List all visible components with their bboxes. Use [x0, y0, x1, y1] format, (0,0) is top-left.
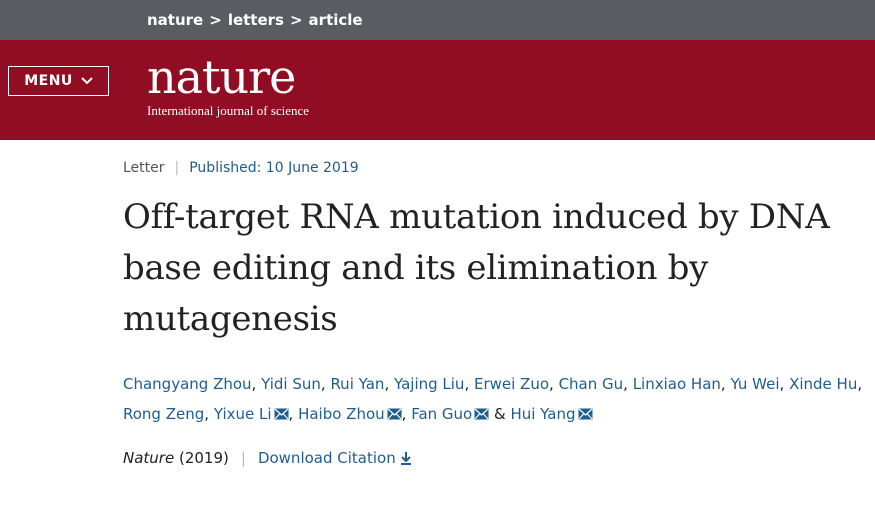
citation-row: Nature (2019) | Download Citation	[123, 449, 863, 467]
author-link[interactable]: Changyang Zhou	[123, 375, 252, 393]
breadcrumb: nature > letters > article	[0, 0, 875, 40]
author-link[interactable]: Yixue Li	[213, 405, 272, 423]
author-separator: ,	[779, 375, 790, 393]
author-separator: ,	[549, 375, 559, 393]
mail-icon[interactable]	[387, 408, 402, 420]
author-separator: ,	[720, 375, 731, 393]
author-link[interactable]: Rui Yan	[330, 375, 385, 393]
menu-label: MENU	[24, 73, 73, 89]
journal-name: Nature	[123, 449, 175, 467]
logo-wordmark: nature	[147, 50, 296, 104]
author-link[interactable]: Yajing Liu	[393, 375, 465, 393]
author-link[interactable]: Rong Zeng	[123, 405, 205, 423]
author-link[interactable]: Yidi Sun	[261, 375, 321, 393]
author-separator: ,	[464, 375, 474, 393]
author-separator: ,	[857, 375, 863, 393]
author-link[interactable]: Erwei Zuo	[473, 375, 550, 393]
journal-year: (2019)	[178, 449, 229, 467]
chevron-down-icon	[81, 77, 93, 85]
breadcrumb-letters[interactable]: letters	[227, 11, 284, 29]
author-link[interactable]: Hui Yang	[510, 405, 576, 423]
author-separator: ,	[288, 405, 299, 423]
author-separator: ,	[401, 405, 412, 423]
author-list: Changyang Zhou, Yidi Sun, Rui Yan, Yajin…	[123, 369, 863, 429]
author-link[interactable]: Linxiao Han	[632, 375, 721, 393]
breadcrumb-article: article	[308, 11, 363, 29]
author-separator: ,	[251, 375, 262, 393]
masthead: MENU nature International journal of sci…	[0, 40, 875, 140]
author-separator: ,	[320, 375, 331, 393]
article-header: Letter | Published: 10 June 2019 Off-tar…	[123, 160, 863, 467]
download-citation-label: Download Citation	[257, 449, 396, 467]
article-type: Letter	[123, 160, 165, 176]
nature-logo[interactable]: nature International journal of science	[147, 52, 309, 119]
author-separator: &	[489, 405, 511, 423]
mail-icon[interactable]	[274, 408, 289, 420]
download-citation-link[interactable]: Download Citation	[258, 449, 412, 467]
download-icon	[400, 452, 411, 465]
author-link[interactable]: Chan Gu	[558, 375, 624, 393]
mail-icon[interactable]	[578, 408, 593, 420]
citation-divider: |	[240, 449, 246, 467]
author-separator: ,	[204, 405, 214, 423]
breadcrumb-nature[interactable]: nature	[147, 11, 204, 29]
author-separator: ,	[384, 375, 394, 393]
article-title: Off-target RNA mutation induced by DNA b…	[123, 197, 830, 339]
published-date: Published: 10 June 2019	[189, 160, 359, 176]
menu-button[interactable]: MENU	[8, 66, 109, 96]
article-meta: Letter | Published: 10 June 2019	[123, 160, 863, 176]
author-link[interactable]: Haibo Zhou	[298, 405, 385, 423]
mail-icon[interactable]	[474, 408, 489, 420]
breadcrumb-separator: >	[289, 11, 303, 29]
author-link[interactable]: Fan Guo	[411, 405, 473, 423]
author-link[interactable]: Yu Wei	[730, 375, 780, 393]
breadcrumb-separator: >	[209, 11, 222, 29]
logo-tagline: International journal of science	[147, 103, 310, 118]
author-separator: ,	[623, 375, 633, 393]
meta-divider: |	[174, 160, 180, 176]
author-link[interactable]: Xinde Hu	[789, 375, 858, 393]
